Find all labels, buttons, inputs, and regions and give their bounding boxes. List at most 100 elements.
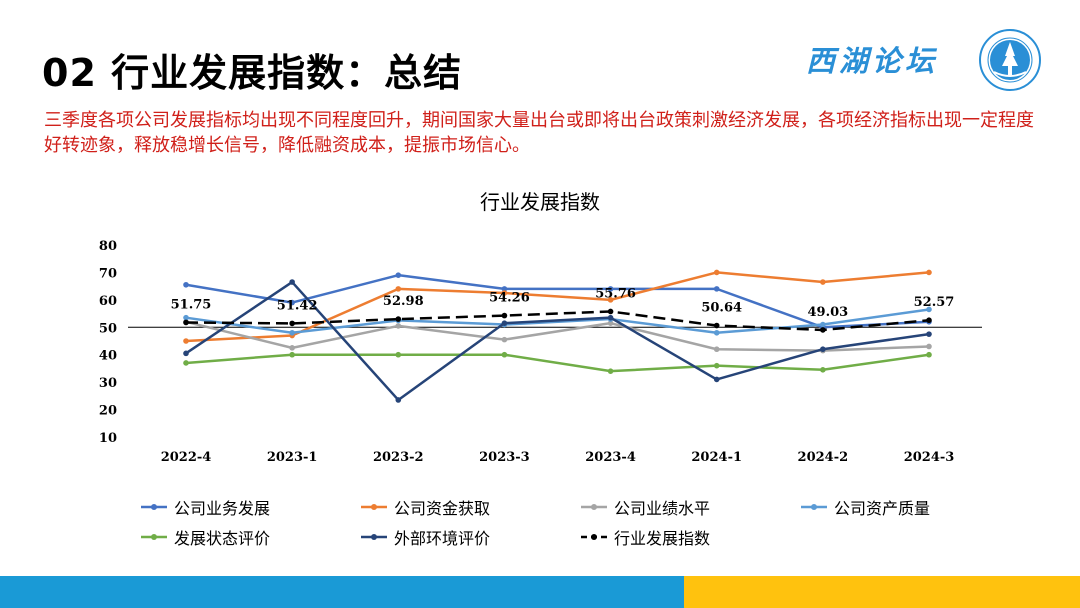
- x-tick-label: 2023-2: [373, 450, 424, 465]
- legend-label: 公司资金获取: [394, 499, 491, 518]
- x-tick-label: 2024-3: [904, 450, 955, 465]
- footer-bar-blue: [0, 576, 684, 608]
- data-label: 52.57: [914, 295, 955, 310]
- y-tick-label: 50: [99, 321, 117, 336]
- y-tick-label: 40: [99, 349, 117, 364]
- data-point: [926, 331, 932, 337]
- y-tick-label: 20: [99, 404, 117, 419]
- x-tick-label: 2024-2: [798, 450, 849, 465]
- x-tick-label: 2023-1: [267, 450, 318, 465]
- data-point: [289, 351, 295, 358]
- data-point: [395, 351, 402, 358]
- data-point: [289, 329, 295, 336]
- data-label: 51.75: [171, 297, 212, 312]
- data-point: [926, 317, 932, 324]
- data-point: [395, 272, 402, 278]
- data-point: [713, 376, 720, 383]
- legend-item: 公司资金获取: [360, 495, 490, 519]
- legend-item: 行业发展指数: [580, 525, 710, 549]
- data-point: [926, 343, 932, 350]
- legend-label: 行业发展指数: [614, 529, 711, 548]
- legend-swatch: [361, 504, 387, 510]
- data-point: [820, 321, 826, 328]
- line-chart: 10 20 30 40 50 60 70 80 2022-4 2023-1 2023-2 2023-3…: [99, 239, 982, 465]
- page-title: 02 行业发展指数：总结: [42, 51, 463, 95]
- data-point: [501, 351, 508, 358]
- data-label: 49.03: [807, 305, 848, 320]
- legend-label: 发展状态评价: [174, 529, 271, 548]
- data-label: 52.98: [383, 294, 424, 309]
- data-point: [183, 319, 189, 326]
- data-point: [501, 336, 508, 343]
- series-line-5: [185, 280, 930, 402]
- data-point: [607, 297, 614, 303]
- data-point: [183, 338, 189, 344]
- data-point: [395, 397, 402, 403]
- forum-logo-icon: [979, 29, 1041, 91]
- footer-bar-yellow: [684, 576, 1080, 608]
- data-label: 55.76: [595, 286, 636, 301]
- data-point: [820, 346, 826, 353]
- legend-swatch: [141, 534, 167, 540]
- data-point: [713, 362, 720, 369]
- data-point: [501, 290, 508, 296]
- data-point: [183, 360, 189, 366]
- y-tick-label: 80: [99, 239, 117, 254]
- data-point: [820, 327, 826, 333]
- data-point: [183, 314, 189, 321]
- data-point: [607, 308, 614, 315]
- x-tick-label: 2022-4: [161, 450, 212, 465]
- data-point: [183, 350, 189, 357]
- data-point: [926, 269, 932, 276]
- summary-text: 三季度各项公司发展指标均出现不同程度回升，期间国家大量出台或即将出台政策刺激经济…: [44, 110, 1034, 156]
- data-point: [395, 323, 402, 329]
- data-point: [395, 286, 402, 292]
- data-point: [289, 299, 295, 306]
- data-label: 54.26: [489, 291, 530, 306]
- series-line-4: [185, 353, 930, 373]
- legend-label: 外部环境评价: [394, 529, 491, 548]
- data-point: [395, 316, 402, 322]
- legend-swatch: [581, 504, 607, 510]
- data-point: [713, 286, 720, 292]
- legend-item: 公司资产质量: [800, 495, 930, 519]
- legend-label: 公司资产质量: [834, 499, 931, 518]
- data-point: [713, 346, 720, 353]
- data-point: [607, 368, 614, 374]
- brand-name: 西湖论坛: [806, 44, 939, 78]
- data-point: [820, 367, 826, 373]
- legend-item: 外部环境评价: [360, 525, 490, 549]
- data-point: [289, 345, 295, 351]
- series-line-6: [185, 310, 930, 332]
- data-label: 51.42: [277, 298, 318, 313]
- x-tick-label: 2023-3: [479, 450, 530, 465]
- data-point: [820, 279, 826, 285]
- data-point: [501, 286, 508, 292]
- data-label: 50.64: [701, 301, 742, 316]
- legend-item: 发展状态评价: [140, 525, 270, 549]
- data-point: [501, 320, 508, 326]
- series-line-3: [185, 308, 930, 335]
- data-point: [289, 279, 295, 285]
- series-line-2: [185, 320, 930, 352]
- data-point: [713, 322, 720, 329]
- y-tick-label: 60: [99, 294, 117, 309]
- legend-swatch: [361, 534, 387, 540]
- legend-item: 公司业绩水平: [580, 495, 710, 519]
- series-line-0: [185, 273, 930, 329]
- y-tick-label: 10: [99, 431, 117, 446]
- data-point: [607, 320, 614, 326]
- x-tick-label: 2024-1: [691, 450, 742, 465]
- legend-swatch: [141, 504, 167, 510]
- data-point: [607, 286, 614, 292]
- y-tick-label: 70: [99, 266, 117, 281]
- legend-label: 公司业务发展: [174, 499, 271, 518]
- chart-title: 行业发展指数: [480, 190, 600, 214]
- data-point: [501, 312, 508, 319]
- legend-label: 公司业绩水平: [614, 499, 711, 518]
- series-line-1: [185, 271, 930, 343]
- legend-swatch: [801, 504, 827, 510]
- legend-item: 公司业务发展: [140, 495, 270, 519]
- legend-swatch: [581, 534, 607, 540]
- data-point: [713, 269, 720, 276]
